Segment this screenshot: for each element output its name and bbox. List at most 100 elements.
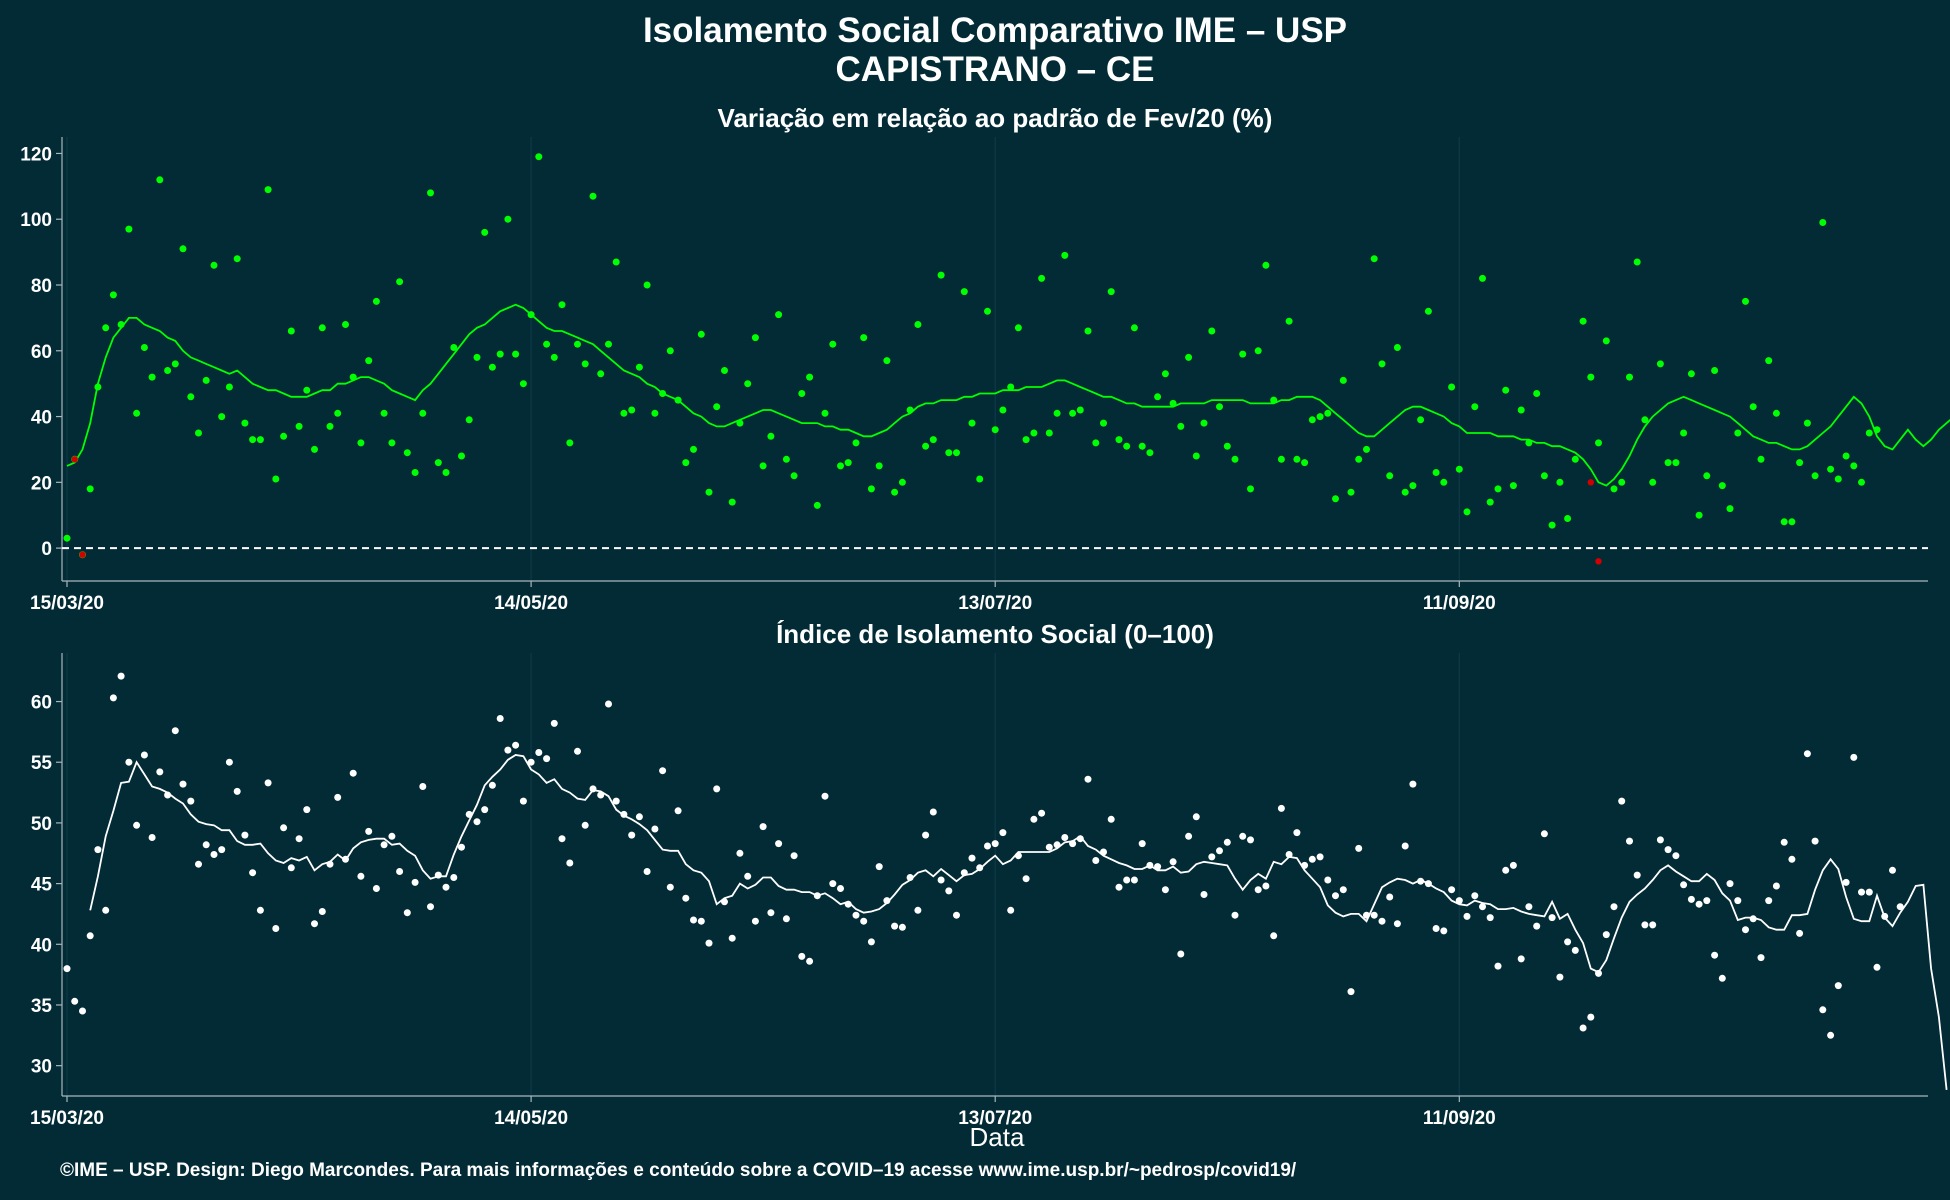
data-point xyxy=(1417,877,1425,885)
data-point xyxy=(628,831,636,839)
data-point xyxy=(1896,903,1904,911)
y-tick-label: 35 xyxy=(31,996,53,1017)
data-point xyxy=(1185,832,1193,840)
y-tick-label: 50 xyxy=(31,814,52,835)
data-point xyxy=(929,808,937,816)
data-point xyxy=(365,357,373,365)
data-point xyxy=(581,360,589,368)
data-point xyxy=(1386,893,1394,901)
data-point xyxy=(713,403,721,411)
data-point xyxy=(1076,835,1084,843)
moving-average-line xyxy=(89,754,1948,1090)
data-point xyxy=(133,409,141,417)
data-point xyxy=(202,376,210,384)
data-point xyxy=(937,876,945,884)
y-tick-label: 45 xyxy=(31,875,53,896)
data-point xyxy=(1208,853,1216,861)
data-point xyxy=(612,797,620,805)
data-point xyxy=(225,758,233,766)
data-point xyxy=(1850,753,1858,761)
x-tick-label: 14/05/20 xyxy=(494,1108,568,1129)
data-point xyxy=(1571,946,1579,954)
data-point xyxy=(1858,888,1865,896)
data-point xyxy=(1424,307,1432,315)
data-point xyxy=(1533,390,1541,397)
data-point xyxy=(396,278,404,286)
data-point xyxy=(898,923,906,931)
data-point xyxy=(844,459,852,467)
data-point xyxy=(1130,876,1138,884)
data-point xyxy=(1007,383,1015,391)
data-point xyxy=(1834,982,1842,990)
data-point xyxy=(1687,895,1695,903)
data-point xyxy=(1633,258,1641,266)
data-point xyxy=(837,462,844,470)
data-point xyxy=(597,791,605,799)
data-point xyxy=(1564,515,1572,522)
data-point xyxy=(218,846,226,854)
data-point xyxy=(566,859,574,867)
figure-subtitle: CAPISTRANO – CE xyxy=(836,50,1155,89)
x-tick-label: 13/07/20 xyxy=(958,593,1032,614)
data-point xyxy=(1424,880,1432,888)
data-point xyxy=(380,841,388,849)
data-point xyxy=(1742,926,1749,934)
data-point xyxy=(953,449,960,457)
data-point xyxy=(117,321,125,328)
data-point xyxy=(1169,399,1177,407)
data-point xyxy=(1192,452,1200,460)
data-point xyxy=(666,347,674,355)
data-point xyxy=(1138,442,1146,450)
data-point xyxy=(682,459,690,467)
data-point xyxy=(937,271,945,279)
data-point xyxy=(581,821,589,829)
data-point xyxy=(1370,911,1378,919)
data-point xyxy=(1734,429,1742,437)
data-point xyxy=(1803,750,1811,758)
data-point xyxy=(1827,1031,1835,1039)
data-point xyxy=(543,340,551,348)
data-point xyxy=(1455,465,1463,473)
highlight-point xyxy=(1587,479,1595,486)
data-point xyxy=(210,851,218,858)
data-point xyxy=(187,393,195,401)
data-point xyxy=(1494,485,1502,493)
data-point xyxy=(195,429,202,437)
data-point xyxy=(1293,829,1301,837)
data-point xyxy=(1703,472,1711,480)
data-point xyxy=(1803,419,1811,427)
data-point xyxy=(1865,429,1873,437)
data-point xyxy=(1517,406,1525,414)
data-point xyxy=(1301,459,1309,467)
data-point xyxy=(527,311,535,319)
data-point xyxy=(844,900,852,908)
data-point xyxy=(334,409,342,417)
data-point xyxy=(434,459,442,467)
data-point xyxy=(643,868,651,875)
caption: ©IME – USP. Design: Diego Marcondes. Par… xyxy=(60,1160,1297,1181)
data-point xyxy=(1308,855,1316,863)
data-point xyxy=(1247,485,1254,493)
data-point xyxy=(1718,482,1726,490)
data-point xyxy=(1270,932,1278,940)
data-point xyxy=(790,472,798,480)
data-point xyxy=(303,386,311,394)
data-point xyxy=(210,261,218,269)
data-point xyxy=(218,413,226,421)
data-point xyxy=(311,920,318,928)
data-point xyxy=(94,846,102,854)
data-point xyxy=(991,840,999,848)
data-point xyxy=(326,860,334,868)
data-point xyxy=(1873,963,1881,971)
data-point xyxy=(1858,478,1865,486)
data-point xyxy=(109,291,117,299)
data-point xyxy=(922,831,930,839)
data-point xyxy=(1711,367,1719,374)
data-point xyxy=(767,909,775,917)
data-point xyxy=(1788,518,1796,526)
data-point xyxy=(1061,251,1069,259)
y-tick-label: 0 xyxy=(41,539,52,560)
data-point xyxy=(349,373,357,381)
data-point xyxy=(1130,324,1138,332)
